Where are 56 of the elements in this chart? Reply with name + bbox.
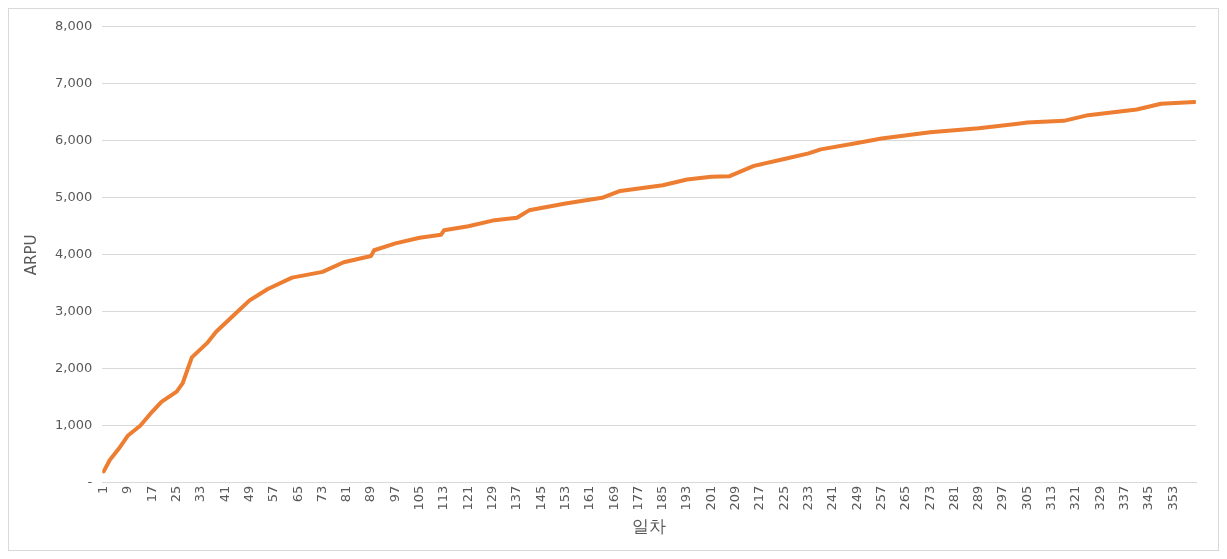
y-tick-label: 3,000: [55, 303, 93, 319]
x-tick-label: 209: [727, 485, 743, 511]
x-tick-label: 201: [702, 485, 718, 511]
x-tick-label: 185: [654, 485, 670, 511]
x-tick-label: 217: [751, 485, 767, 511]
x-tick-label: 121: [459, 485, 475, 511]
x-tick-label: 9: [119, 485, 135, 495]
x-tick-label: 193: [678, 485, 694, 511]
x-tick-label: 33: [192, 485, 208, 503]
x-tick-label: 153: [556, 485, 572, 511]
x-tick-label: 265: [897, 485, 913, 511]
y-tick-label: 5,000: [55, 189, 93, 205]
y-tick-label: 2,000: [55, 360, 93, 376]
y-axis-title: ARPU: [21, 234, 40, 276]
x-tick-label: 345: [1140, 485, 1156, 511]
x-tick-label: 105: [411, 485, 427, 511]
x-tick-label: 89: [362, 485, 378, 503]
x-tick-label: 313: [1043, 485, 1059, 511]
x-tick-label: 49: [240, 485, 256, 503]
y-tick-label: 8,000: [55, 18, 93, 34]
y-tick-label: 1,000: [55, 417, 93, 433]
x-tick-label: 305: [1018, 485, 1034, 511]
x-tick-label: 81: [338, 485, 354, 503]
x-tick-label: 73: [313, 485, 329, 503]
x-axis-title: 일차: [632, 516, 667, 537]
x-tick-label: 137: [508, 485, 524, 511]
x-tick-label: 249: [848, 485, 864, 511]
x-tick-label: 353: [1164, 485, 1180, 511]
x-tick-label: 145: [532, 485, 548, 511]
y-tick-label: 7,000: [55, 75, 93, 91]
y-tick-label: -: [87, 474, 93, 490]
x-tick-label: 65: [289, 485, 305, 503]
x-tick-label: 177: [629, 485, 645, 511]
x-tick-label: 225: [775, 485, 791, 511]
x-tick-label: 321: [1067, 485, 1083, 511]
x-tick-label: 161: [581, 485, 597, 511]
x-tick-label: 337: [1115, 485, 1131, 511]
y-tick-label: 6,000: [55, 132, 93, 148]
x-tick-label: 57: [265, 485, 281, 503]
x-tick-label: 241: [824, 485, 840, 511]
x-tick-label: 297: [994, 485, 1010, 511]
x-tick-label: 329: [1091, 485, 1107, 511]
x-tick-label: 257: [872, 485, 888, 511]
x-tick-label: 273: [921, 485, 937, 511]
x-tick-label: 281: [945, 485, 961, 511]
x-tick-label: 289: [970, 485, 986, 511]
x-tick-label: 169: [605, 485, 621, 511]
x-tick-label: 1: [95, 485, 111, 495]
x-tick-label: 233: [799, 485, 815, 511]
x-tick-label: 41: [216, 485, 232, 503]
x-tick-label: 25: [168, 485, 184, 503]
y-tick-label: 4,000: [55, 246, 93, 262]
x-tick-label: 129: [484, 485, 500, 511]
x-tick-label: 113: [435, 485, 451, 511]
x-tick-label: 97: [386, 485, 402, 503]
x-tick-label: 17: [143, 485, 159, 503]
